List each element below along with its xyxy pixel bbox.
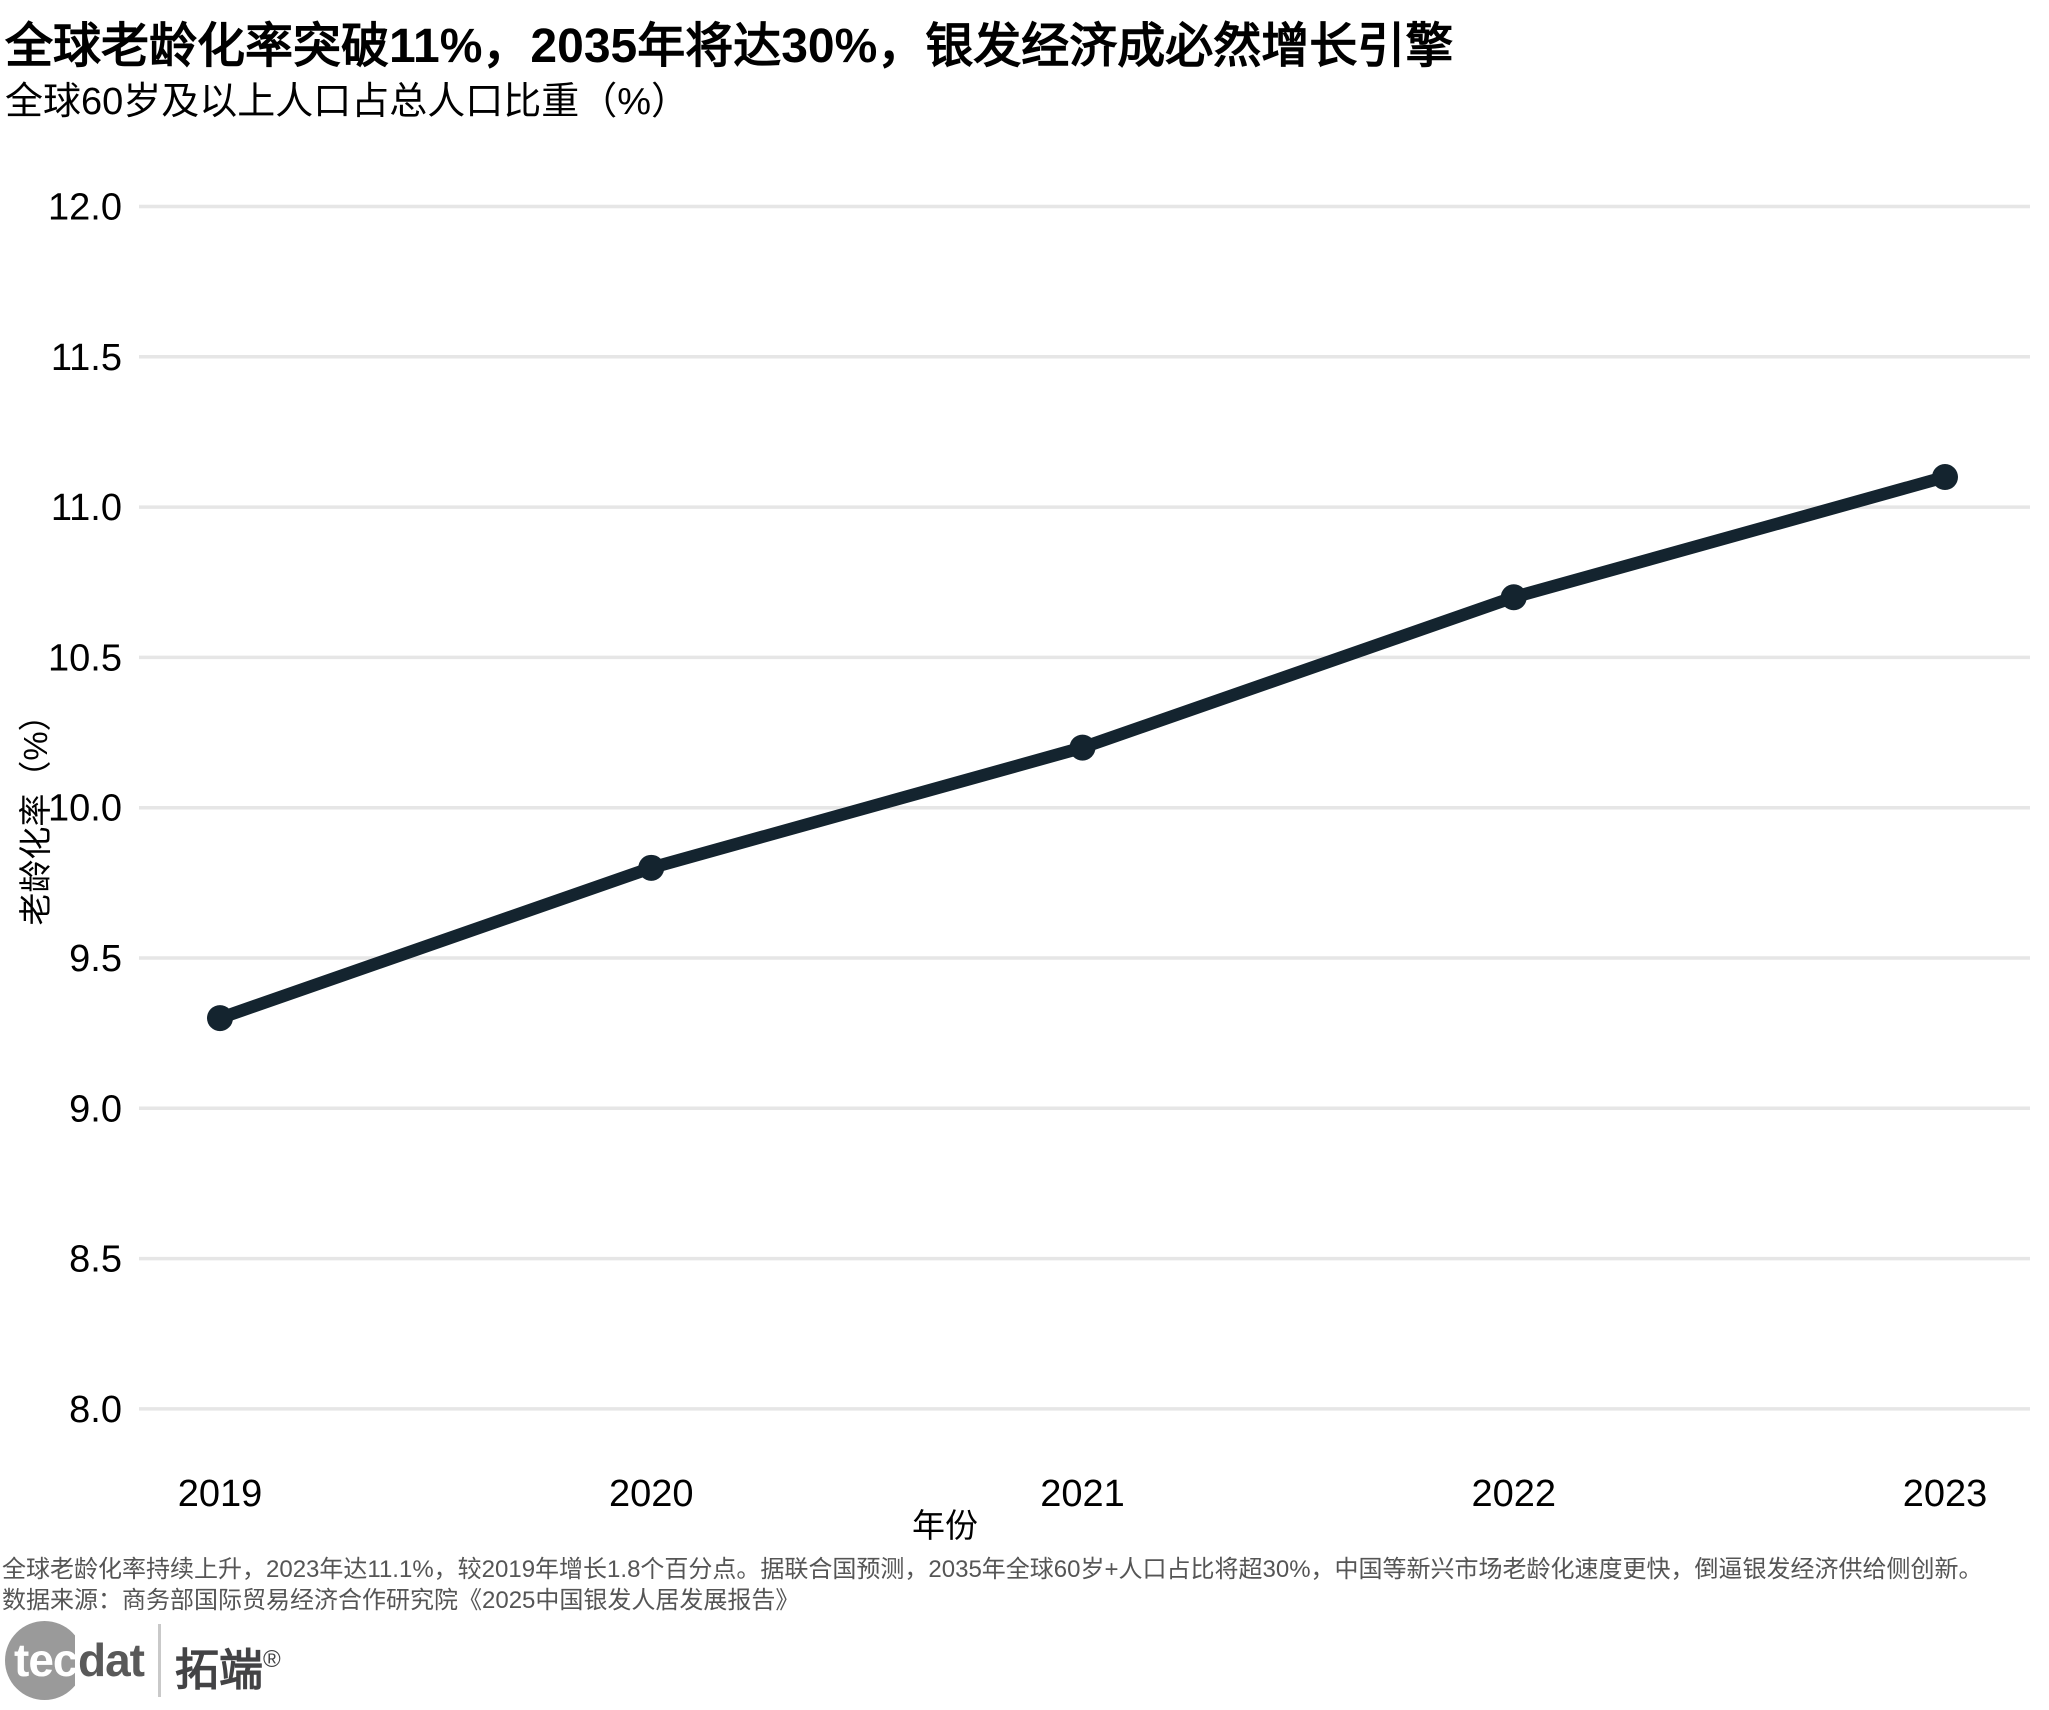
data-point-2019: [207, 1005, 233, 1032]
y-tick-label: 9.5: [69, 938, 122, 980]
y-tick-label: 10.5: [48, 637, 122, 679]
y-tick-label: 11.5: [51, 337, 122, 379]
x-tick-label: 2019: [178, 1473, 263, 1515]
x-axis-title: 年份: [912, 1507, 978, 1544]
chart-title: 全球老龄化率突破11%，2035年将达30%，银发经济成必然增长引擎: [5, 20, 1454, 73]
footnote-text: 全球老龄化率持续上升，2023年达11.1%，较2019年增长1.8个百分点。据…: [2, 1556, 1983, 1583]
y-tick-label: 8.5: [69, 1239, 122, 1281]
y-tick-label: 12.0: [48, 187, 122, 229]
x-tick-label: 2022: [1471, 1473, 1556, 1515]
data-point-2023: [1932, 464, 1958, 491]
x-tick-label: 2021: [1040, 1473, 1125, 1515]
data-source-text: 数据来源：商务部国际贸易经济合作研究院《2025中国银发人居发展报告》: [2, 1587, 800, 1614]
x-tick-label: 2023: [1903, 1473, 1988, 1515]
y-tick-label: 10.0: [48, 788, 122, 830]
logo-text-dat: dat: [75, 1621, 145, 1699]
logo-circle: [5, 1621, 84, 1700]
x-tick-label: 2020: [609, 1473, 694, 1515]
logo-divider: [158, 1624, 161, 1697]
logo-text-tec: tec: [14, 1634, 78, 1686]
y-tick-label: 8.0: [69, 1389, 122, 1431]
data-point-2022: [1500, 584, 1527, 611]
y-tick-label: 9.0: [69, 1088, 122, 1130]
chart-subtitle: 全球60岁及以上人口占总人口比重（%）: [5, 81, 690, 123]
registered-mark-icon: ®: [263, 1646, 281, 1673]
data-point-2020: [638, 854, 665, 881]
data-point-2021: [1069, 734, 1096, 761]
brand-cn: 拓端: [175, 1646, 263, 1695]
y-tick-label: 11.0: [51, 487, 122, 529]
y-axis-title: 老龄化率（%）: [17, 698, 54, 926]
logo-text-brand: 拓端®: [175, 1621, 281, 1710]
tecdat-logo: tec dat 拓端®: [5, 1621, 445, 1701]
